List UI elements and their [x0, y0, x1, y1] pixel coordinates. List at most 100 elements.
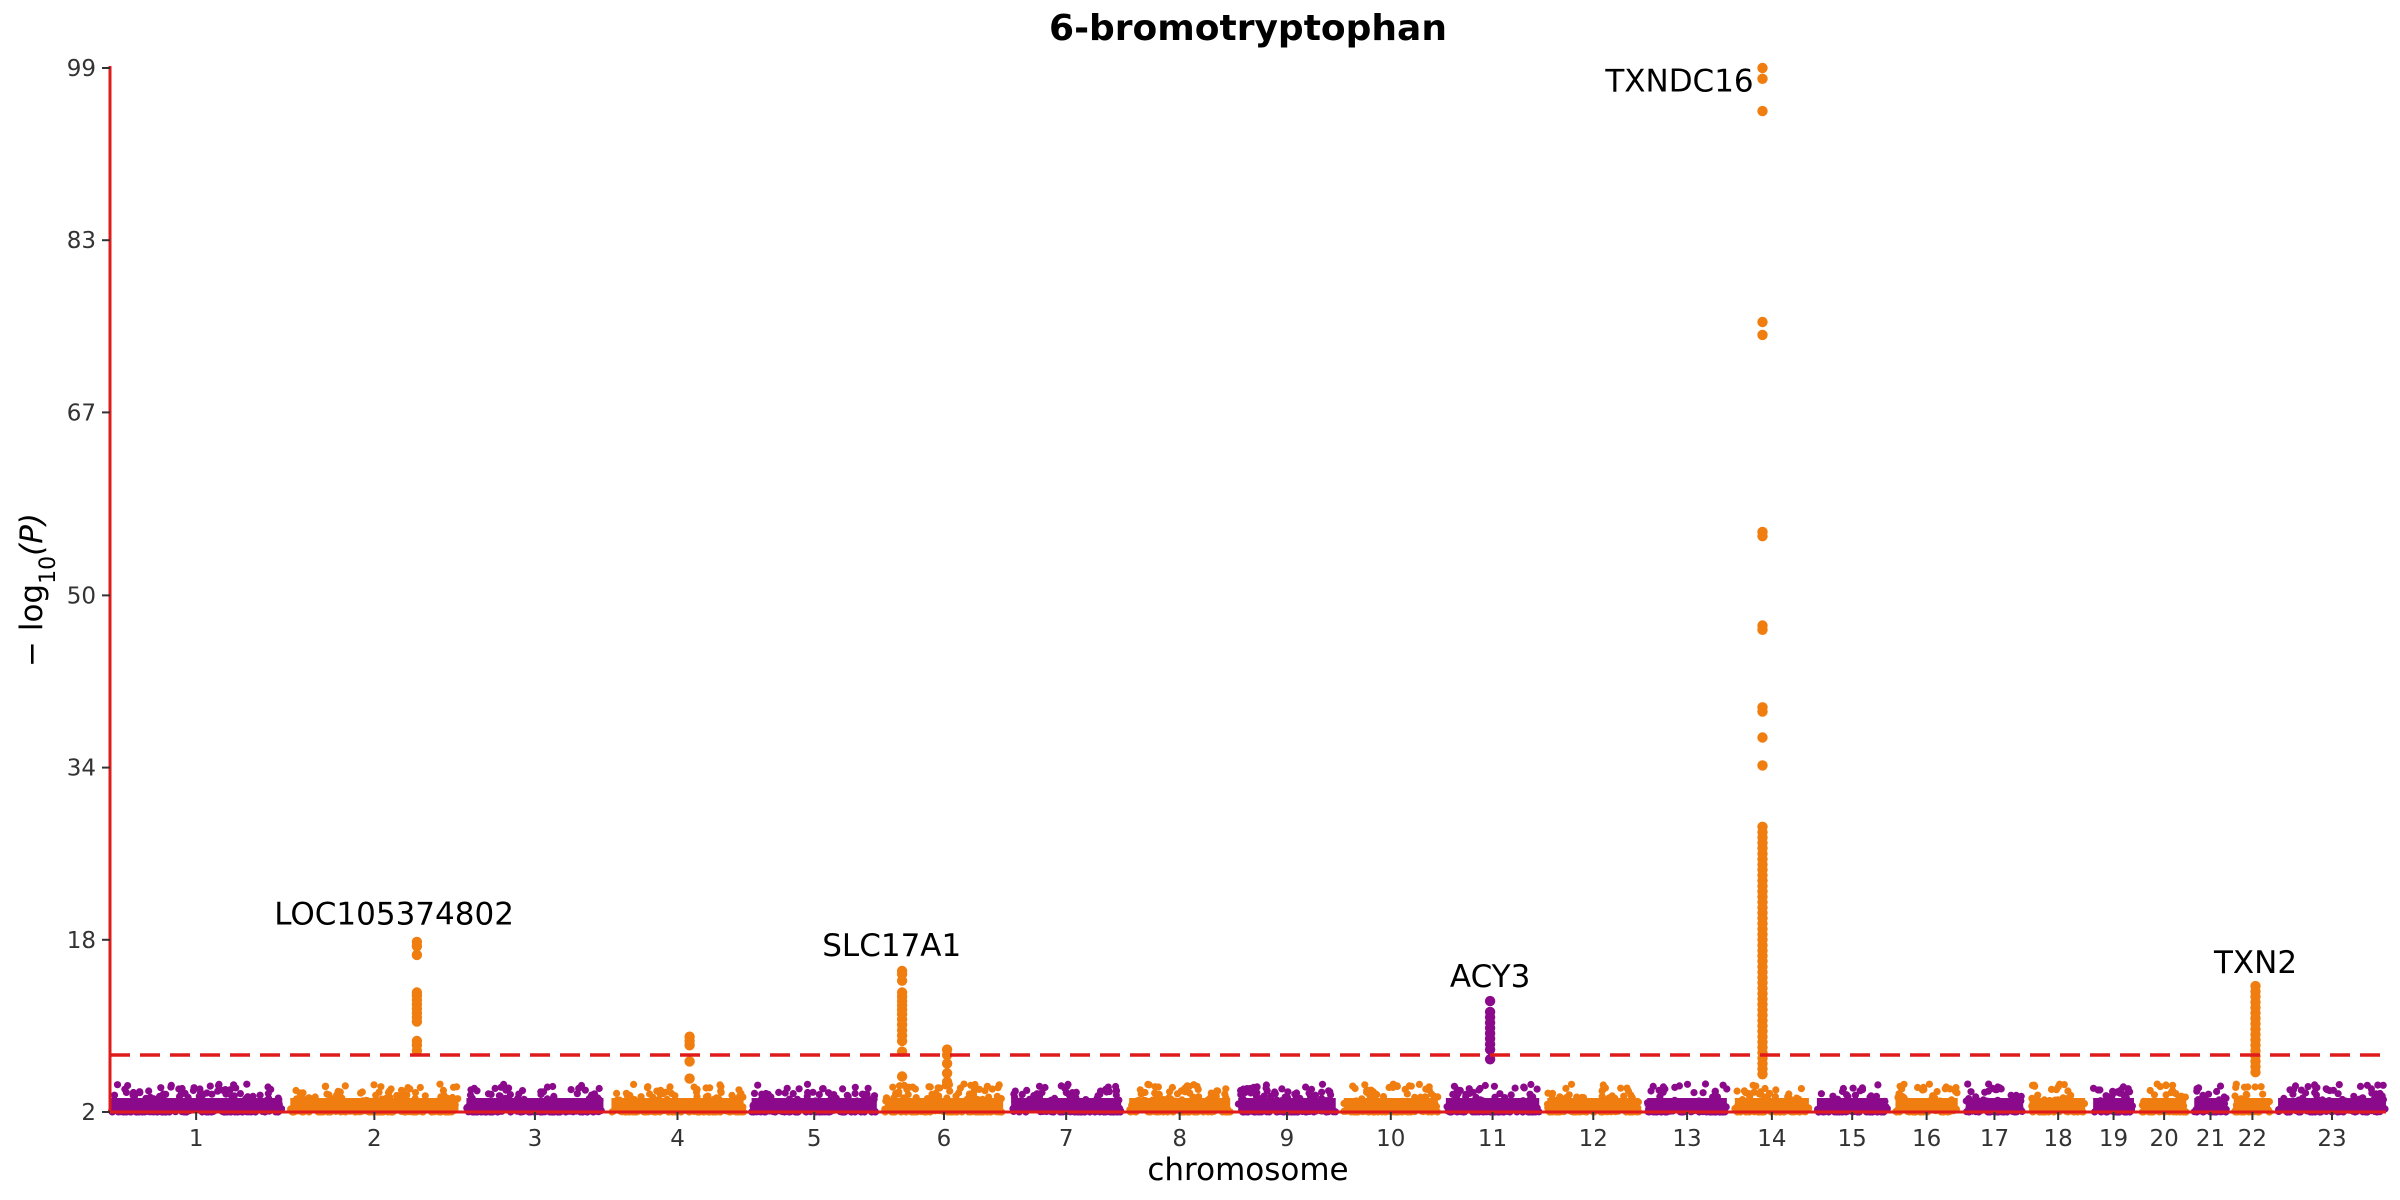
x-tick-label: 21 [2196, 1126, 2225, 1152]
peak-point [1757, 760, 1768, 771]
chromosome-8-points [1126, 1080, 1234, 1116]
snp-point [1675, 1082, 1683, 1090]
snp-point [341, 1082, 349, 1090]
snp-point [1389, 1083, 1397, 1091]
snp-point [1241, 1088, 1249, 1096]
gene-label: LOC105374802 [274, 897, 514, 933]
snp-band [1734, 1098, 1809, 1112]
snp-point [491, 1084, 499, 1092]
snp-point [1797, 1085, 1805, 1093]
snp-point [577, 1081, 586, 1090]
snp-point [2031, 1082, 2039, 1090]
snp-point [936, 1084, 944, 1092]
snp-point [909, 1083, 917, 1091]
snp-point [1326, 1088, 1334, 1096]
snp-point [1363, 1086, 1371, 1094]
snp-point [1112, 1087, 1120, 1095]
snp-point [843, 1091, 851, 1099]
snp-band [611, 1098, 744, 1112]
snp-point [214, 1087, 222, 1095]
snp-point [1151, 1083, 1159, 1091]
snp-band [1547, 1098, 1640, 1112]
x-tick-label: 13 [1672, 1126, 1701, 1152]
peak-point [941, 1076, 953, 1088]
snp-point [2204, 1090, 2213, 1098]
snp-band [1238, 1098, 1336, 1112]
snp-point [416, 1083, 424, 1092]
chromosome-15-points [1814, 1081, 1891, 1116]
peak-point [1484, 995, 1496, 1007]
snp-point [2193, 1087, 2201, 1095]
snp-point [449, 1083, 458, 1091]
x-tick-label: 22 [2238, 1126, 2267, 1152]
snp-point [1293, 1089, 1301, 1097]
snp-point [1544, 1089, 1552, 1097]
x-tick-label: 8 [1172, 1126, 1187, 1152]
peak-point [941, 1068, 953, 1079]
snp-point [1035, 1082, 1044, 1090]
snp-point [1985, 1080, 1993, 1088]
snp-point [659, 1090, 667, 1098]
x-tick-label: 2 [367, 1126, 382, 1152]
snp-point [1526, 1090, 1534, 1098]
snp-point [1699, 1089, 1707, 1097]
peak-chr14-points [1757, 62, 1768, 1080]
snp-point [1469, 1088, 1477, 1096]
snp-point [162, 1090, 170, 1098]
snp-point [1207, 1089, 1215, 1097]
snp-point [2169, 1081, 2177, 1089]
snp-point [1933, 1088, 1941, 1096]
snp-point [946, 1087, 954, 1095]
snp-point [484, 1090, 493, 1098]
snp-point [1839, 1084, 1847, 1093]
snp-point [1141, 1088, 1149, 1097]
snp-point [145, 1087, 153, 1095]
snp-band [1343, 1098, 1438, 1112]
snp-point [1623, 1084, 1631, 1092]
snp-band [2093, 1098, 2134, 1112]
snp-point [819, 1085, 827, 1093]
x-tick-label: 11 [1478, 1126, 1507, 1152]
snp-point [864, 1084, 872, 1092]
snp-point [1253, 1083, 1261, 1091]
snp-point [1194, 1085, 1202, 1093]
snp-point [1562, 1084, 1570, 1092]
snp-point [926, 1083, 934, 1091]
gene-label: SLC17A1 [822, 928, 961, 964]
x-tick-label: 23 [2317, 1126, 2346, 1152]
snp-point [1166, 1088, 1174, 1096]
chromosome-7-points [1009, 1080, 1125, 1116]
x-tick-label: 6 [937, 1126, 952, 1152]
x-tick-label: 5 [807, 1126, 822, 1152]
snp-point [750, 1089, 759, 1097]
snp-point [110, 1091, 119, 1099]
snp-point [1023, 1086, 1031, 1094]
snp-point [1683, 1080, 1692, 1088]
snp-point [1620, 1092, 1628, 1100]
snp-point [206, 1082, 214, 1090]
y-axis-label: − log10(P) [14, 513, 61, 667]
snp-point [775, 1088, 783, 1096]
snp-point [895, 1088, 903, 1096]
snp-point [789, 1090, 797, 1098]
snp-point [549, 1082, 557, 1091]
snp-band [290, 1098, 459, 1112]
data-points [107, 62, 2389, 1116]
gene-label: TXN2 [2213, 945, 2297, 981]
snp-band [1816, 1098, 1888, 1112]
y-tick-label: 99 [67, 56, 96, 82]
snp-point [157, 1084, 165, 1092]
snp-point [1772, 1086, 1780, 1094]
snp-point [590, 1091, 598, 1099]
snp-point [735, 1086, 743, 1094]
snp-point [537, 1088, 545, 1096]
peak-chr22-points [2250, 980, 2261, 1078]
x-tick-label: 1 [189, 1126, 204, 1152]
snp-point [595, 1084, 603, 1093]
snp-point [243, 1080, 251, 1088]
peak-point [1757, 624, 1768, 635]
snp-point [1719, 1081, 1727, 1089]
snp-band [2234, 1098, 2271, 1112]
